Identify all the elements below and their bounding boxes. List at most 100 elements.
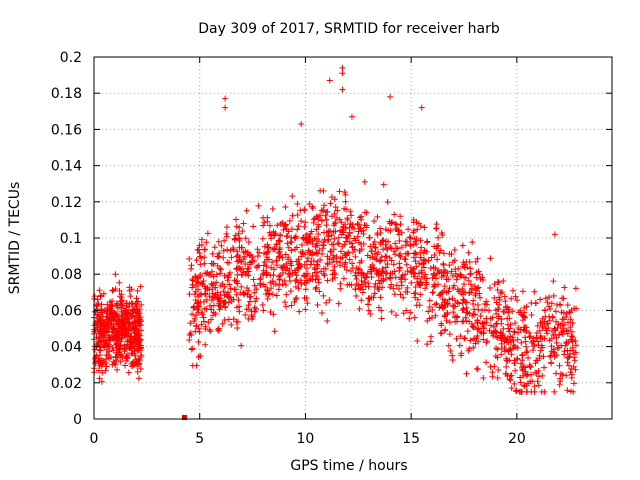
data-point xyxy=(417,254,424,261)
data-point xyxy=(136,310,143,317)
data-point xyxy=(507,321,514,328)
data-point xyxy=(92,308,99,315)
data-point xyxy=(204,284,211,291)
data-point xyxy=(483,301,490,308)
data-point xyxy=(307,249,314,256)
data-point xyxy=(518,352,525,359)
data-point xyxy=(396,231,403,238)
data-point xyxy=(206,293,213,300)
data-point xyxy=(234,252,241,259)
data-point xyxy=(295,285,302,292)
data-point xyxy=(527,364,534,371)
data-point xyxy=(495,279,502,286)
data-point xyxy=(291,298,298,305)
data-point xyxy=(498,330,505,337)
data-point xyxy=(326,77,333,84)
data-point xyxy=(223,291,230,298)
data-point xyxy=(231,286,238,293)
data-point xyxy=(508,385,515,392)
data-point xyxy=(525,354,532,361)
data-point xyxy=(507,377,514,384)
data-point xyxy=(431,283,438,290)
data-point xyxy=(314,250,321,257)
data-point xyxy=(480,374,487,381)
data-point xyxy=(282,281,289,288)
data-point xyxy=(234,248,241,255)
data-point xyxy=(546,337,553,344)
data-point xyxy=(233,265,240,272)
data-point xyxy=(551,388,558,395)
data-point xyxy=(328,232,335,239)
data-point xyxy=(220,288,227,295)
data-point xyxy=(131,336,138,343)
data-point xyxy=(303,258,310,265)
data-point xyxy=(470,323,477,330)
data-point xyxy=(417,223,424,230)
data-point xyxy=(392,220,399,227)
data-point xyxy=(529,378,536,385)
data-point xyxy=(208,268,215,275)
data-point xyxy=(196,250,203,257)
data-point xyxy=(194,247,201,254)
data-point xyxy=(355,221,362,228)
data-point xyxy=(454,273,461,280)
data-point xyxy=(310,258,317,265)
data-point xyxy=(498,289,505,296)
data-point xyxy=(312,285,319,292)
data-point xyxy=(196,328,203,335)
data-point xyxy=(226,281,233,288)
data-point xyxy=(126,345,133,352)
data-point xyxy=(306,201,313,208)
data-point xyxy=(129,300,136,307)
data-point xyxy=(392,274,399,281)
data-point xyxy=(368,247,375,254)
data-point xyxy=(445,342,452,349)
data-point xyxy=(134,363,141,370)
data-point xyxy=(111,334,118,341)
data-point xyxy=(550,278,557,285)
data-point xyxy=(312,276,319,283)
data-point xyxy=(273,292,280,299)
data-point xyxy=(387,270,394,277)
data-point xyxy=(186,337,193,344)
data-point xyxy=(288,302,295,309)
data-point xyxy=(517,360,524,367)
data-point xyxy=(289,193,296,200)
data-point xyxy=(242,311,249,318)
data-point xyxy=(384,199,391,206)
data-point xyxy=(458,290,465,297)
data-point xyxy=(205,319,212,326)
data-point xyxy=(556,362,563,369)
data-point xyxy=(396,237,403,244)
data-point xyxy=(489,369,496,376)
data-point xyxy=(474,333,481,340)
data-point xyxy=(396,267,403,274)
data-point xyxy=(195,286,202,293)
data-point xyxy=(295,279,302,286)
data-point xyxy=(289,212,296,219)
data-point xyxy=(260,250,267,257)
data-point xyxy=(470,324,477,331)
data-point xyxy=(283,260,290,267)
tick-labels: 0 5 10 15 20 0 0.02 0.04 0.06 0.08 0.1 0.12 0.14 0.16… xyxy=(51,50,526,447)
data-point xyxy=(109,328,116,335)
data-point xyxy=(302,219,309,226)
data-point xyxy=(420,250,427,257)
data-point xyxy=(552,308,559,315)
data-point xyxy=(412,238,419,245)
data-point xyxy=(251,289,258,296)
data-point xyxy=(400,294,407,301)
data-point xyxy=(232,232,239,239)
data-point xyxy=(328,259,335,266)
data-point xyxy=(313,236,320,243)
data-point xyxy=(253,295,260,302)
data-point xyxy=(441,266,448,273)
data-point xyxy=(402,242,409,249)
data-point xyxy=(285,228,292,235)
data-point xyxy=(272,280,279,287)
data-point xyxy=(395,228,402,235)
data-point xyxy=(430,283,437,290)
data-point xyxy=(203,270,210,277)
data-point xyxy=(298,120,305,127)
